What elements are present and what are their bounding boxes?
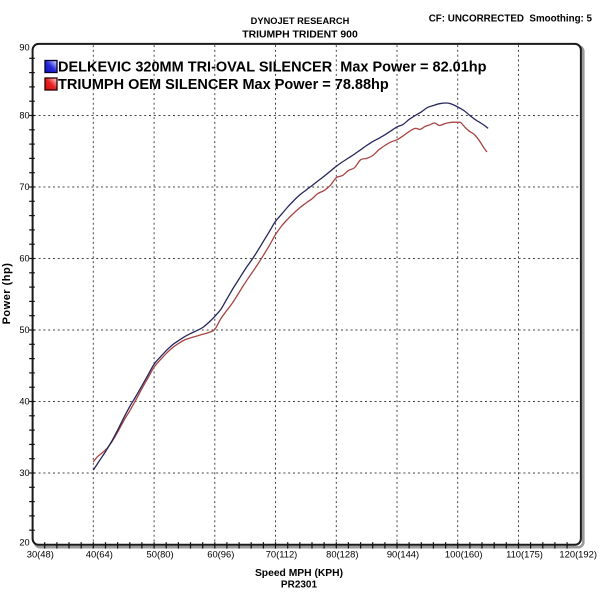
svg-text:20: 20 [19, 538, 29, 548]
svg-text:40: 40 [19, 397, 29, 407]
svg-text:CF: UNCORRECTED Smoothing: 5: CF: UNCORRECTED Smoothing: 5 [429, 14, 593, 25]
svg-text:70: 70 [19, 182, 29, 192]
svg-text:50(80): 50(80) [147, 549, 174, 560]
svg-text:120(192): 120(192) [559, 549, 597, 560]
svg-text:40(64): 40(64) [86, 549, 113, 560]
svg-text:DYNOJET RESEARCH: DYNOJET RESEARCH [251, 16, 350, 26]
svg-text:60(96): 60(96) [207, 549, 234, 560]
svg-text:80: 80 [19, 111, 29, 121]
svg-text:100(160): 100(160) [445, 549, 483, 560]
svg-text:DELKEVIC 320MM TRI-OVAL SILENC: DELKEVIC 320MM TRI-OVAL SILENCER Max Pow… [58, 60, 487, 76]
svg-text:TRIUMPH TRIDENT 900: TRIUMPH TRIDENT 900 [242, 30, 358, 41]
svg-text:60: 60 [19, 254, 29, 264]
svg-text:110(175): 110(175) [506, 549, 543, 560]
svg-text:30: 30 [19, 468, 29, 478]
svg-text:80(128): 80(128) [326, 549, 358, 560]
svg-text:PR2301: PR2301 [281, 580, 318, 591]
svg-text:50: 50 [19, 325, 29, 335]
svg-text:90(144): 90(144) [387, 549, 419, 560]
svg-text:TRIUMPH OEM SILENCER Max Power: TRIUMPH OEM SILENCER Max Power = 78.88hp [58, 77, 389, 93]
svg-text:70(112): 70(112) [266, 549, 298, 560]
svg-text:90: 90 [19, 43, 29, 53]
svg-text:30(48): 30(48) [27, 549, 54, 560]
svg-text:Power (hp): Power (hp) [1, 263, 13, 325]
svg-text:Speed MPH (KPH): Speed MPH (KPH) [255, 568, 343, 579]
